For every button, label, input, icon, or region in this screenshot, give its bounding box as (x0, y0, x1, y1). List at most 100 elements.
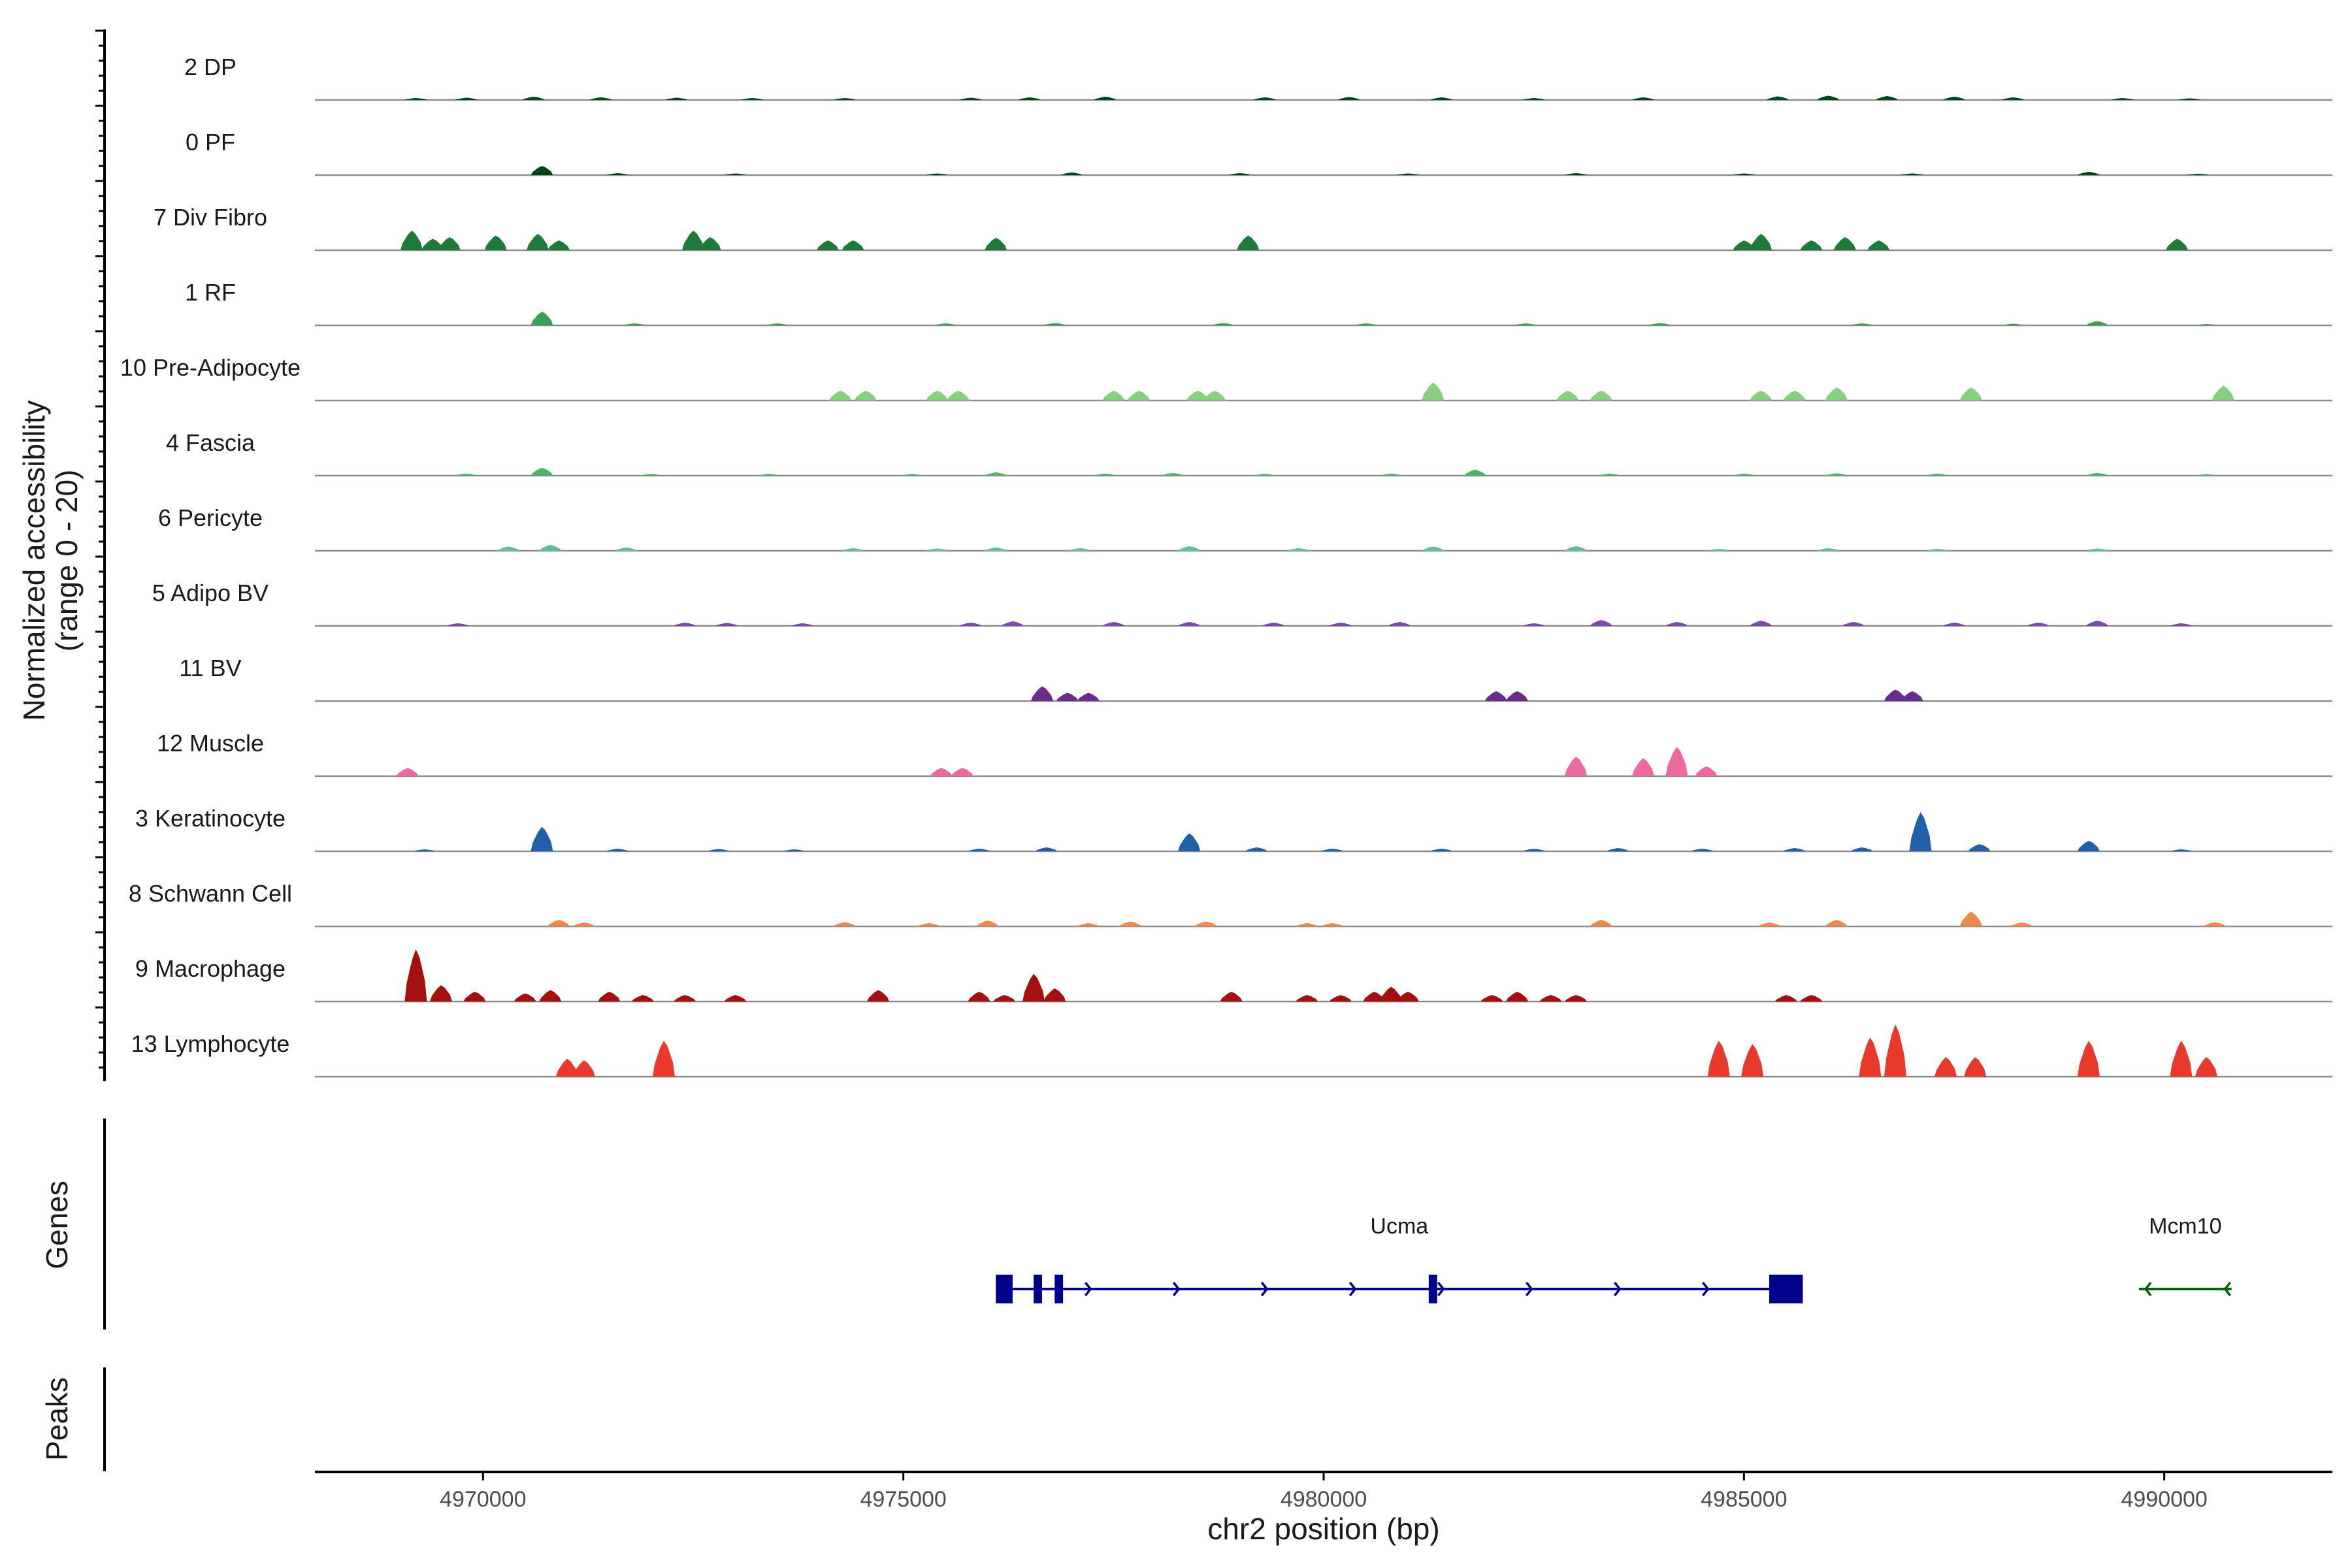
strand-arrow (2223, 1281, 2231, 1297)
coverage-peak (1030, 686, 1053, 701)
coverage-peak (539, 545, 562, 551)
x-tick-label: 4970000 (440, 1487, 526, 1512)
track-label: 6 Pericyte (158, 504, 263, 531)
coverage-peak (833, 98, 856, 100)
coverage-peak (1253, 97, 1276, 100)
coverage-tracks: 2 DP 0 PF 7 Div Fibro 1 RF 10 Pre-Adipocyte 4… (120, 54, 2332, 1078)
x-axis-title: chr2 position (bp) (1207, 1512, 1439, 1546)
coverage-peak (1876, 96, 1899, 100)
coverage-peak (1598, 474, 1621, 476)
coverage-peak (615, 547, 638, 551)
coverage-peak (1484, 691, 1507, 701)
strand-arrow (1348, 1281, 1357, 1297)
coverage-peak (1565, 757, 1587, 776)
coverage-peak (1379, 987, 1402, 1002)
coverage-peak (2195, 1057, 2217, 1077)
coverage-peak (1733, 173, 1756, 175)
track-label: 4 Fascia (166, 429, 255, 456)
coverage-peak (1556, 391, 1579, 400)
gene-model: Mcm10 (2139, 1214, 2232, 1297)
coverage-peak (1631, 758, 1654, 776)
coverage-peak (1909, 812, 1932, 851)
coverage-peak (976, 921, 999, 926)
x-tick-label: 4980000 (1281, 1487, 1367, 1512)
coverage-peak (1237, 235, 1260, 250)
coverage-track: 10 Pre-Adipocyte (120, 354, 2332, 402)
coverage-peak (598, 992, 621, 1002)
coverage-peak (665, 97, 688, 100)
coverage-peak (985, 472, 1007, 476)
peaks-panel-title: Peaks (40, 1377, 74, 1461)
coverage-peak (404, 98, 427, 100)
coverage-peak (1959, 911, 1982, 926)
coverage-peak (1068, 548, 1091, 551)
coverage-peak (522, 97, 545, 100)
coverage-track: 11 BV (179, 655, 2332, 702)
coverage-peak (1320, 923, 1343, 926)
coverage-peak (1539, 995, 1562, 1002)
coverage-peak (1430, 849, 1453, 851)
coverage-peak (1379, 474, 1402, 476)
coverage-peak (1850, 847, 1873, 851)
coverage-peak (1842, 622, 1865, 626)
coverage-peak (1102, 622, 1125, 626)
track-label: 9 Macrophage (135, 955, 286, 982)
coverage-peak (484, 235, 507, 250)
coverage-peak (1422, 382, 1445, 400)
x-tick-label: 4985000 (1701, 1487, 1787, 1512)
coverage-peak (1094, 474, 1117, 476)
coverage-peak (682, 231, 704, 250)
coverage-peak (1964, 1057, 1987, 1077)
coverage-peak (1194, 921, 1217, 926)
coverage-track: 13 Lymphocyte (131, 1024, 2332, 1078)
coverage-peak (547, 920, 570, 926)
coverage-peak (1001, 621, 1024, 626)
coverage-peak (854, 391, 877, 400)
coverage-peak (1800, 240, 1823, 250)
coverage-peak (959, 623, 982, 626)
coverage-peak (1463, 470, 1486, 476)
coverage-peak (1043, 323, 1066, 325)
gene-model: Ucma (996, 1214, 1803, 1303)
coverage-peak (766, 323, 789, 325)
coverage-peak (1388, 622, 1411, 626)
coverage-peak (2178, 98, 2201, 100)
coverage-peak (833, 922, 856, 926)
coverage-peak (1565, 173, 1587, 175)
coverage-track: 0 PF (186, 129, 2332, 176)
coverage-peak (1750, 621, 1772, 626)
coverage-peak (829, 391, 852, 400)
coverage-peak (1056, 693, 1079, 701)
coverage-peak (1665, 747, 1688, 776)
coverage-peak (463, 992, 486, 1002)
coverage-peak (421, 238, 444, 250)
coverage-peak (1363, 992, 1386, 1002)
coverage-peak (1968, 844, 1991, 851)
track-label: 7 Div Fibro (154, 204, 267, 231)
coverage-peak (430, 985, 452, 1002)
coverage-peak (926, 548, 949, 551)
coverage-peak (446, 623, 469, 626)
coverage-peak (783, 849, 806, 851)
coverage-peak (1607, 848, 1629, 851)
coverage-peak (531, 312, 553, 325)
coverage-peak (2203, 922, 2226, 926)
coverage-peak (1178, 622, 1201, 626)
coverage-peak (556, 1058, 578, 1077)
coverage-peak (2111, 98, 2134, 100)
coverage-peak (589, 97, 612, 100)
strand-arrow (1172, 1281, 1181, 1297)
coverage-peak (1035, 847, 1058, 851)
coverage-peak (1043, 988, 1066, 1002)
coverage-peak (930, 768, 953, 776)
coverage-peak (841, 240, 864, 250)
coverage-peak (497, 546, 519, 551)
coverage-peak (1018, 97, 1041, 100)
track-label: 13 Lymphocyte (131, 1030, 290, 1057)
coverage-peak (623, 323, 645, 325)
coverage-peak (993, 995, 1016, 1002)
coverage-peak (1825, 473, 1848, 476)
coverage-peak (1296, 995, 1318, 1002)
coverage-peak (1329, 623, 1352, 626)
